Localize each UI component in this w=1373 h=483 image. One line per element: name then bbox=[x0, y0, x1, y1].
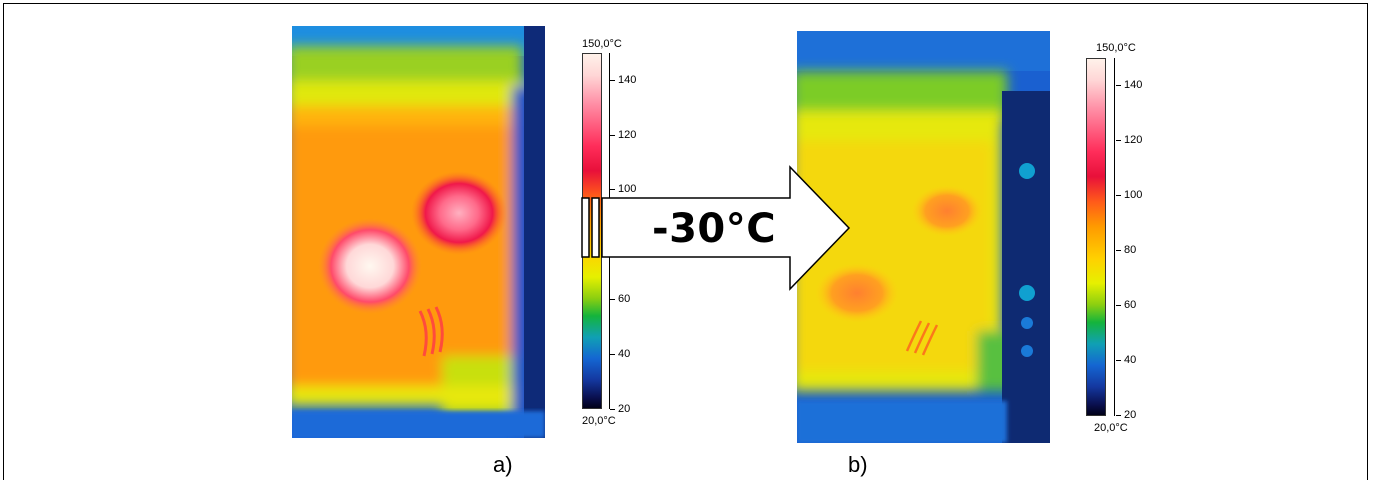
scale-tick-a: 100 bbox=[609, 183, 637, 195]
thermal-image-b bbox=[797, 31, 1050, 443]
scale-max-label-b: 150,0°C bbox=[1096, 42, 1136, 54]
caption-a: a) bbox=[493, 452, 513, 477]
scale-min-label-b: 20,0°C bbox=[1094, 422, 1128, 434]
scale-axis-line-b bbox=[1114, 58, 1115, 416]
thermal-image-a bbox=[292, 26, 545, 438]
scale-max-label-a: 150,0°C bbox=[582, 38, 622, 50]
scale-min-label-a: 20,0°C bbox=[582, 415, 616, 427]
scale-tick-a: 60 bbox=[609, 293, 631, 305]
scale-tick-b: 80 bbox=[1115, 244, 1137, 256]
scale-tick-b: 140 bbox=[1115, 79, 1143, 91]
caption-b: b) bbox=[848, 452, 868, 477]
scale-tick-b: 40 bbox=[1115, 354, 1137, 366]
scale-tick-a: 120 bbox=[609, 129, 637, 141]
scale-tick-a: 40 bbox=[609, 348, 631, 360]
reduction-arrow bbox=[581, 165, 851, 291]
temperature-scale-bar-b bbox=[1086, 58, 1106, 416]
figure-frame bbox=[3, 3, 1368, 480]
scale-tick-a: 140 bbox=[609, 74, 637, 86]
scale-tick-b: 60 bbox=[1115, 299, 1137, 311]
scale-tick-b: 20 bbox=[1115, 409, 1137, 421]
temperature-reduction-label: -30°C bbox=[652, 206, 777, 252]
scale-tick-b: 100 bbox=[1115, 189, 1143, 201]
scale-tick-a: 20 bbox=[609, 403, 631, 415]
scale-tick-b: 120 bbox=[1115, 134, 1143, 146]
